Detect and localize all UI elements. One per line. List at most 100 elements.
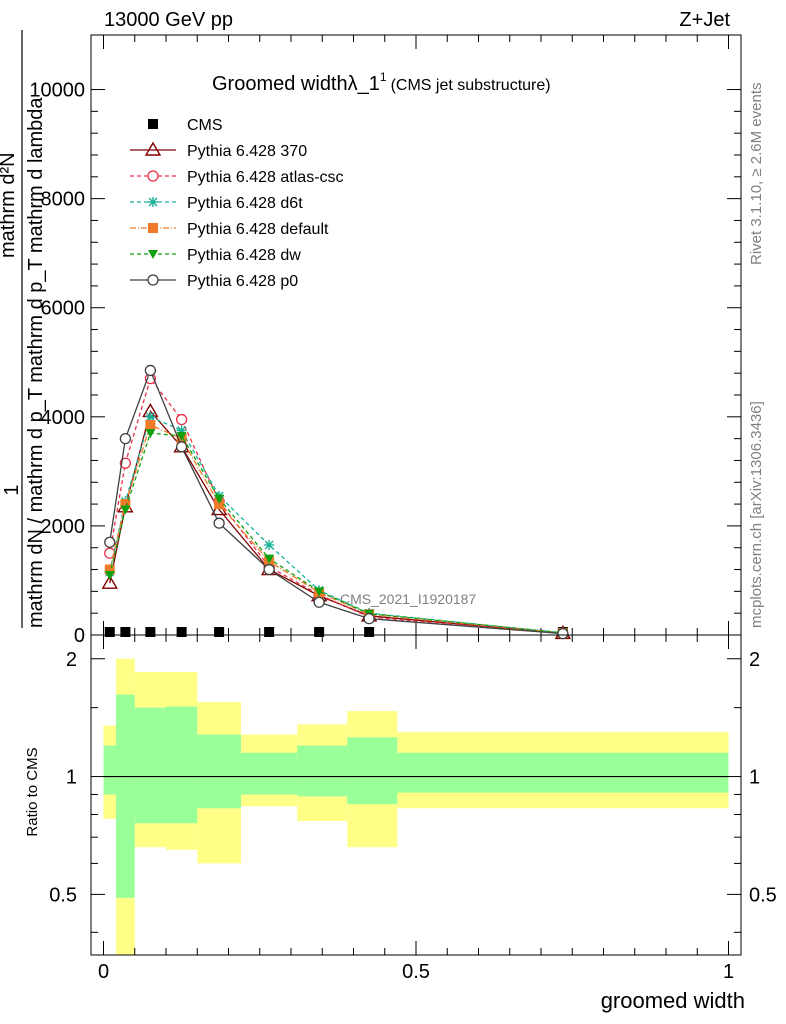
data-point <box>175 413 188 426</box>
band-inner-bin <box>347 737 398 805</box>
y-tick-label: 2000 <box>41 516 86 538</box>
y-tick-label: 8000 <box>41 189 86 211</box>
process-label: Z+Jet <box>679 9 730 31</box>
ratio-ylabel: Ratio to CMS <box>24 747 41 836</box>
data-point <box>145 420 156 430</box>
legend-label: Pythia 6.428 370 <box>187 143 307 160</box>
marker-stroke <box>145 412 155 422</box>
data-point <box>145 429 156 439</box>
data-point <box>176 627 187 637</box>
ratio-bands <box>103 658 729 955</box>
ratio-x-axis: 0 0.5 1 <box>98 635 734 983</box>
legend-label: CMS <box>187 117 223 134</box>
data-point <box>263 563 275 576</box>
ratio-y-tick-label: 1 <box>66 767 77 789</box>
y-tick-label: 6000 <box>41 298 86 320</box>
data-point <box>214 494 225 504</box>
data-point <box>104 571 115 580</box>
legend: CMS Pythia 6.428 370 Pythia 6.428 atlas-cs… <box>130 117 344 290</box>
legend-label: Pythia 6.428 p0 <box>187 273 298 290</box>
rivet-label: Rivet 3.1.10, ≥ 2.6M events <box>748 83 765 266</box>
data-point <box>119 432 132 445</box>
ratio-y-tick-label-right: 1 <box>749 767 760 789</box>
legend-marker <box>147 274 159 286</box>
data-point <box>120 627 131 637</box>
series-1 <box>101 402 572 640</box>
series-layer <box>101 364 572 640</box>
data-point <box>101 574 118 589</box>
ratio-plot: 0.5 0.5 1 1 2 2 0 0.5 1 Ratio to CMS groomed wi… <box>24 634 777 1013</box>
data-point <box>176 431 187 441</box>
data-point <box>145 627 156 637</box>
legend-label: Pythia 6.428 atlas-csc <box>187 169 344 186</box>
data-point <box>175 441 188 453</box>
band-inner-bin <box>166 706 198 824</box>
series-line <box>109 424 563 634</box>
band-inner-bin <box>241 752 298 795</box>
ratio-y-tick-label: 0.5 <box>49 884 77 906</box>
data-point <box>214 499 225 510</box>
marker-stroke <box>264 540 274 550</box>
series-3 <box>104 411 568 638</box>
legend-marker <box>147 170 159 182</box>
series-5 <box>104 429 568 638</box>
mcplots-label: mcplots.cern.ch [arXiv:1306.3436] <box>748 401 765 628</box>
band-inner-bin <box>197 734 241 809</box>
band-inner-bin <box>297 745 348 797</box>
legend-marker <box>148 197 158 207</box>
band-inner-bin <box>103 745 116 795</box>
energy-label: 13000 GeV pp <box>104 9 233 31</box>
ratio-y-axis: 0.5 0.5 1 1 2 2 <box>49 649 777 933</box>
marker-stroke <box>148 197 158 207</box>
y-tick-label: 10000 <box>29 80 85 102</box>
data-point <box>264 540 275 550</box>
x-tick-label: 0 <box>98 961 109 983</box>
legend-marker <box>148 250 158 259</box>
main-ylabel-top: 1 <box>1 484 23 495</box>
legend-marker <box>144 141 162 156</box>
data-point <box>314 627 325 637</box>
main-ylabel-numerator: mathrm d²N <box>0 152 19 258</box>
data-point <box>557 627 569 640</box>
data-point <box>104 536 116 548</box>
data-point <box>120 499 131 510</box>
ratio-y-tick-label-right: 0.5 <box>749 884 777 906</box>
data-point <box>104 627 115 637</box>
ratio-y-tick-label-right: 2 <box>749 649 760 671</box>
series-line <box>109 368 563 635</box>
band-inner-bin <box>397 752 729 793</box>
watermark: CMS_2021_I1920187 <box>340 591 476 607</box>
plot-title-main: Groomed widthλ_1 <box>212 73 380 95</box>
x-tick-label: 1 <box>723 961 734 983</box>
series-6 <box>104 364 569 640</box>
x-axis-label: groomed width <box>601 988 745 1013</box>
main-ylabel-denominator: mathrm dN / mathrm d p_T mathrm d p_T ma… <box>25 97 47 628</box>
main-x-axis <box>103 35 729 635</box>
legend-marker <box>148 223 158 233</box>
plot-title-sup: 1 <box>380 70 387 84</box>
band-inner-bin <box>116 694 135 898</box>
main-plot: 0 2000 4000 6000 8000 10000 CMS_2021_I1920187… <box>29 34 742 647</box>
main-y-axis: 0 2000 4000 6000 8000 10000 <box>29 80 741 647</box>
data-point <box>214 627 225 637</box>
y-tick-label: 4000 <box>41 407 86 429</box>
y-tick-label: 0 <box>74 625 85 647</box>
plot-title-suffix: (CMS jet substructure) <box>391 77 551 94</box>
legend-marker <box>148 119 158 129</box>
plot-title: Groomed widthλ_11 (CMS jet substructure) <box>212 70 551 95</box>
data-point <box>264 554 275 564</box>
data-point <box>145 411 156 422</box>
ratio-y-tick-label: 2 <box>66 649 77 671</box>
series-4 <box>104 420 568 639</box>
data-point <box>363 612 375 625</box>
data-point <box>314 587 325 597</box>
legend-label: Pythia 6.428 d6t <box>187 195 303 212</box>
data-point <box>120 505 131 515</box>
data-point <box>364 627 375 637</box>
band-inner-bin <box>134 707 166 824</box>
data-point <box>119 457 132 469</box>
data-point <box>104 564 115 575</box>
legend-label: Pythia 6.428 dw <box>187 247 301 264</box>
series-line <box>109 415 563 634</box>
